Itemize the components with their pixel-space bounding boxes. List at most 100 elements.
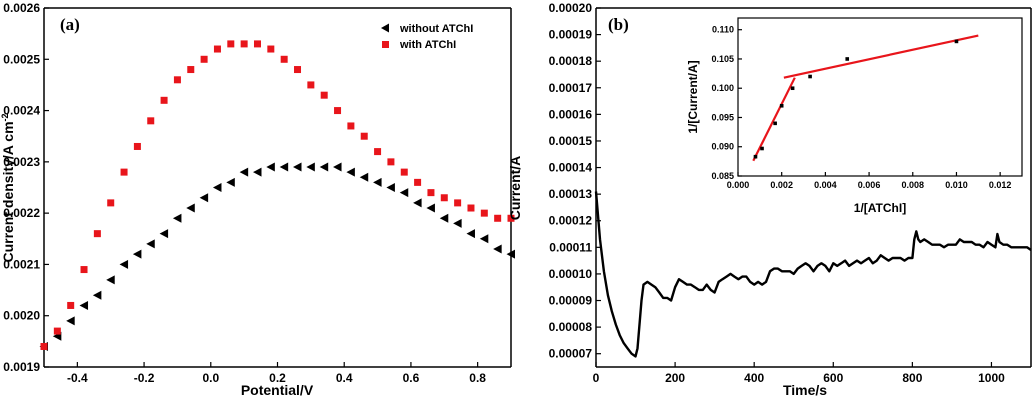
without-atchi-marker (373, 177, 382, 187)
with-atchi-marker (387, 158, 395, 166)
panel-b-y-axis-label: Current/A (507, 156, 523, 221)
with-atchi-marker (147, 117, 155, 125)
without-atchi-marker (453, 218, 462, 228)
inset-fit-line (752, 77, 796, 162)
inset-fit-line (783, 34, 979, 79)
panel-b-y-tick-label: 0.00007 (549, 347, 593, 361)
without-atchi-marker (439, 213, 449, 223)
panel-b-y-tick-label: 0.00010 (549, 267, 593, 281)
without-atchi-marker (479, 234, 489, 244)
panel-a-y-tick-label: 0.0026 (3, 1, 40, 15)
legend-marker-with (382, 41, 389, 48)
without-atchi-marker (172, 213, 182, 223)
panel-a-x-tick-label: 0.4 (336, 371, 353, 385)
with-atchi-marker (67, 301, 75, 309)
with-atchi-marker (173, 76, 181, 84)
inset-y-tick-label: 0.095 (711, 112, 734, 122)
with-atchi-marker (120, 168, 128, 176)
inset-y-tick-label: 0.100 (711, 83, 734, 93)
panel-a-y-tick-label: 0.0025 (3, 52, 40, 66)
panel-b-y-axis-label-group: Current/A (507, 156, 523, 221)
without-atchi-marker (199, 193, 209, 203)
panel-b-inset-chart: 0.000 0.002 0.004 0.006 0.008 0.010 0.012 0.08… (686, 17, 1023, 215)
without-atchi-marker (119, 259, 129, 269)
panel-b-x-tick-label: 800 (902, 371, 922, 385)
inset-y-tick-label: 0.105 (711, 54, 734, 64)
inset-x-tick-label: 0.000 (727, 180, 750, 190)
inset-x-tick-label: 0.006 (858, 180, 881, 190)
without-atchi-marker (399, 188, 409, 198)
without-atchi-marker (212, 183, 222, 192)
with-atchi-marker (53, 327, 61, 335)
without-atchi-marker (226, 177, 235, 187)
panel-b-label: (b) (608, 15, 629, 34)
panel-b-x-tick-label: 200 (665, 371, 685, 385)
panel-a-y-tick-label: 0.0019 (3, 360, 40, 374)
panel-a-legend: without ATChI with ATChI (381, 23, 473, 51)
with-atchi-marker (400, 168, 408, 176)
with-atchi-marker (80, 266, 88, 274)
inset-data-point (954, 39, 959, 44)
with-atchi-marker (187, 66, 195, 74)
without-atchi-marker (92, 290, 102, 300)
panel-b-y-tick-label: 0.00018 (549, 54, 593, 68)
inset-y-axis-label-group: 1/[Current/A] (686, 60, 700, 133)
inset-data-point (845, 57, 850, 61)
panel-a-x-axis-label: Potential/V (241, 382, 314, 398)
without-atchi-marker (333, 162, 342, 172)
inset-data-point (790, 86, 795, 91)
with-atchi-marker (427, 189, 435, 197)
panel-b-y-tick-label: 0.00008 (549, 320, 593, 334)
inset-frame (737, 17, 1023, 177)
with-atchi-marker (360, 132, 368, 140)
with-atchi-marker (440, 194, 448, 202)
with-atchi-marker (347, 122, 355, 130)
without-atchi-marker (159, 229, 169, 239)
panel-b-y-tick-label: 0.00011 (549, 240, 592, 254)
with-atchi-marker (480, 209, 488, 217)
without-atchi-marker (239, 167, 249, 177)
with-atchi-marker (213, 45, 221, 53)
panel-b-x-tick-label: 400 (744, 371, 764, 385)
panel-a-x-tick-label: 0.6 (403, 371, 420, 385)
without-atchi-marker (319, 162, 329, 172)
with-atchi-marker (227, 40, 235, 48)
without-atchi-marker (386, 183, 395, 192)
panel-a-x-tick-label: -0.4 (67, 371, 88, 385)
without-atchi-marker (279, 162, 289, 172)
with-atchi-marker (107, 199, 115, 207)
without-atchi-marker (413, 198, 422, 208)
panel-b-y-tick-label: 0.00013 (549, 187, 593, 201)
inset-x-tick-label: 0.010 (945, 180, 968, 190)
panel-b-y-tick-label: 0.00015 (549, 134, 593, 148)
panel-a-y-tick-label: 0.0021 (3, 257, 40, 271)
with-atchi-marker (253, 40, 261, 48)
panel-b-x-tick-label: 0 (593, 371, 600, 385)
inset-data-point (773, 121, 777, 126)
with-atchi-marker (307, 81, 315, 89)
with-atchi-marker (240, 40, 248, 48)
with-atchi-marker (40, 342, 48, 350)
without-atchi-marker (359, 172, 369, 182)
panel-a-x-tick-label: 0.0 (202, 371, 219, 385)
panel-b-x-axis-label: Time/s (783, 382, 827, 398)
panel-a-y-axis-label: Current density/A cm-2 (0, 113, 16, 262)
inset-y-tick-label: 0.085 (711, 171, 734, 181)
panel-b-y-tick-label: 0.00017 (549, 81, 593, 95)
inset-x-tick-label: 0.004 (814, 180, 837, 190)
legend-marker-without (381, 23, 389, 33)
panel-a-y-tick-label: 0.0022 (3, 206, 40, 220)
with-atchi-marker (93, 230, 101, 238)
panel-b-x-tick-label: 600 (823, 371, 843, 385)
panel-a-x-tick-label: -0.2 (134, 371, 155, 385)
panel-b-chart: 0 200 400 600 800 1000 0.00007 0.00008 0.00009 0… (507, 1, 1032, 398)
with-atchi-marker (467, 204, 475, 212)
with-atchi-marker (374, 148, 382, 156)
panel-a-y-axis-label-group: Current density/A cm-2 (0, 113, 16, 262)
legend-label-without: without ATChI (399, 23, 473, 35)
without-atchi-marker (79, 300, 89, 310)
legend-label-with: with ATChI (399, 39, 456, 51)
with-atchi-marker (507, 214, 515, 222)
panel-a-x-tick-label: 0.2 (269, 371, 286, 385)
